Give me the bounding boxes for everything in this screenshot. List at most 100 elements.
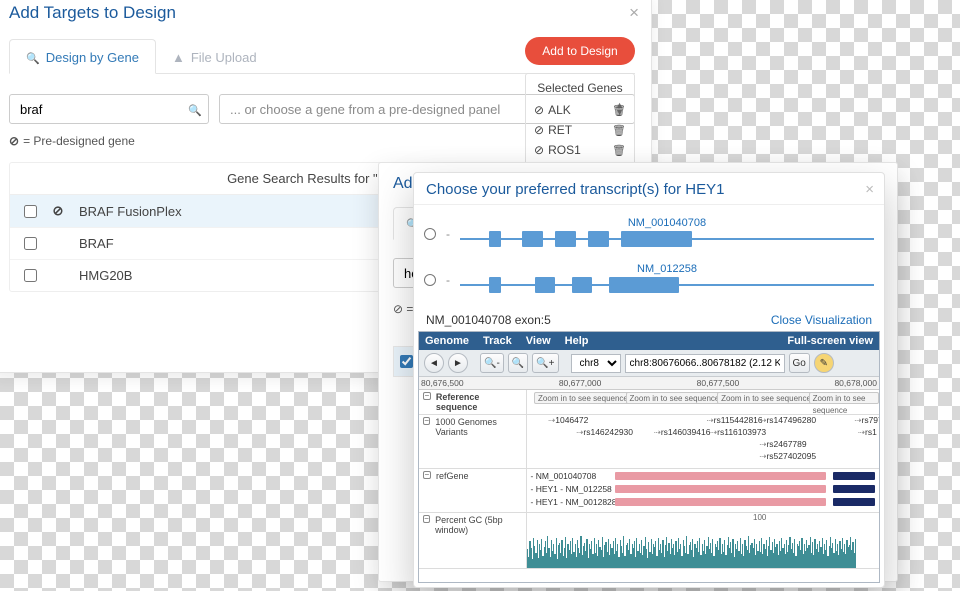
gene-name: HMG20B [79,268,132,283]
selected-gene-row: ⊘ RET 🗑 [526,120,634,140]
selected-gene-row: ⊘ ROS1 🗑 [526,140,634,160]
trash-icon[interactable]: 🗑 [612,124,626,137]
transcript-radio[interactable] [424,228,436,240]
zoom-hint: Zoom in to see sequence [626,392,724,404]
gene-name: BRAF FusionPlex [79,204,182,219]
genome-browser: Genome Track View Help Full-screen view ◄ ►… [418,331,880,583]
track-reference-sequence: –Reference sequence Zoom in to see seque… [419,390,879,415]
check-icon: ⊘ [9,134,19,148]
browser-toolbar: ◄ ► 🔍- 🔍 🔍+ chr8 Go ✎ [419,350,879,377]
selected-genes-label: Selected Genes [526,78,634,100]
row-checkbox[interactable] [24,237,37,250]
variant-label[interactable]: ⇢rs146039416 [654,427,711,438]
row-checkbox[interactable] [24,205,37,218]
refgene-label: - HEY1 - NM_001282851 [531,497,626,507]
ruler-tick: 80,677,500 [697,378,740,388]
track-toggle[interactable]: – [423,471,431,479]
modal-title: Choose your preferred transcript(s) for … [426,181,724,198]
track-1000-genomes: –1000 Genomes Variants ⇢1046472⇢rs146242… [419,415,879,469]
refgene-band [615,498,826,506]
trash-icon[interactable]: 🗑 [612,104,626,117]
ruler-tick: 80,677,000 [559,378,602,388]
row-checkbox[interactable] [24,269,37,282]
highlight-button[interactable]: ✎ [814,353,834,373]
variant-label[interactable]: ⇢rs527402095 [759,451,816,462]
variant-label[interactable]: ⇢rs147496280 [759,415,816,426]
zoom-reset-button[interactable]: 🔍 [508,353,528,373]
check-icon: ⊘ [534,123,544,137]
variant-label[interactable]: ⇢rs1 [858,427,877,438]
variant-label[interactable]: ⇢rs146242930 [576,427,633,438]
fullscreen-link[interactable]: Full-screen view [787,335,873,347]
transcript-radio[interactable] [424,274,436,286]
tab-design-by-gene[interactable]: Design by Gene [9,39,156,74]
go-button[interactable]: Go [789,353,810,373]
track-toggle[interactable]: – [423,392,431,400]
menu-track[interactable]: Track [483,335,512,347]
modal-title: Add Targets to Design [9,3,176,22]
refgene-label: - HEY1 - NM_012258 [531,484,612,494]
transcript-diagram: NM_001040708 [460,219,874,249]
zoom-hint: Zoom in to see sequence [534,392,632,404]
refgene-band [615,485,826,493]
strand-label: - [446,227,450,241]
search-icon[interactable] [188,102,202,117]
gene-name: BRAF [79,236,114,251]
ruler-tick: 80,678,000 [834,378,877,388]
variant-label[interactable]: ⇢rs2467789 [759,439,806,450]
search-icon [26,50,40,65]
zoom-out-minus-button[interactable]: 🔍- [480,353,504,373]
refgene-band [615,472,826,480]
transcript-diagram: NM_012258 [460,265,874,295]
ruler-tick: 80,676,500 [421,378,464,388]
check-icon: ⊘ [534,143,544,157]
location-input[interactable] [625,354,785,373]
upload-icon: ▲ [172,50,185,65]
transcript-id: NM_001040708 [628,217,706,229]
close-icon[interactable]: × [865,181,874,198]
exon-label: NM_001040708 exon:5 [426,313,551,327]
gene-search-box[interactable] [9,94,209,124]
browser-menubar: Genome Track View Help Full-screen view [419,332,879,350]
tab-file-upload[interactable]: ▲ File Upload [156,39,273,73]
transcript-row[interactable]: - NM_001040708 [424,213,874,259]
menu-help[interactable]: Help [565,335,589,347]
nav-back-button[interactable]: ◄ [424,353,444,373]
gene-name: RET [548,123,572,137]
track-toggle[interactable]: – [423,515,430,523]
variant-label[interactable]: ⇢rs115442816 [707,415,763,426]
gene-search-input[interactable] [20,102,170,117]
transcript-id: NM_012258 [637,263,697,275]
zoom-hint: Zoom in to see sequence [809,392,879,404]
transcript-modal: Choose your preferred transcript(s) for … [413,172,885,588]
refgene-label: - NM_001040708 [531,471,597,481]
close-visualization-link[interactable]: Close Visualization [771,313,872,327]
menu-genome[interactable]: Genome [425,335,469,347]
transcript-row[interactable]: - NM_012258 [424,259,874,305]
variant-label[interactable]: ⇢rs116103973 [710,427,766,438]
close-icon[interactable]: × [629,3,639,23]
trash-icon[interactable]: 🗑 [612,144,626,157]
chromosome-select[interactable]: chr8 [571,354,621,373]
variant-label[interactable]: ⇢rs7972 [854,415,880,426]
track-toggle[interactable]: – [423,417,430,425]
ruler: 80,676,500 80,677,000 80,677,500 80,678,000 [419,377,879,390]
nav-forward-button[interactable]: ► [448,353,468,373]
menu-view[interactable]: View [526,335,551,347]
refgene-band [833,472,875,480]
check-icon: ⊘ [53,203,64,218]
refgene-band [833,485,875,493]
selected-genes-box: Selected Genes ⊘ ALK 🗑 ⊘ RET 🗑 ⊘ ROS1 🗑 [525,73,635,165]
add-to-design-button[interactable]: Add to Design [525,37,635,65]
selected-gene-row: ⊘ ALK 🗑 [526,100,634,120]
strand-label: - [446,273,450,287]
gene-name: ALK [548,103,571,117]
gene-name: ROS1 [548,143,581,157]
check-icon: ⊘ [534,103,544,117]
track-percent-gc: –Percent GC (5bp window) 100 [419,513,879,569]
variant-label[interactable]: ⇢1046472 [548,415,588,426]
track-refgene: –refGene - NM_001040708- HEY1 - NM_01225… [419,469,879,513]
refgene-band [833,498,875,506]
row-checkbox[interactable] [400,355,413,368]
zoom-in-plus-button[interactable]: 🔍+ [532,353,558,373]
